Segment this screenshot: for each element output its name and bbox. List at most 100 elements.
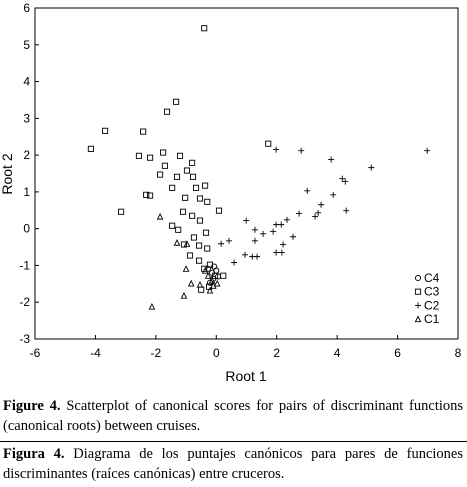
- plot-frame: [34, 7, 459, 340]
- point: [189, 212, 196, 219]
- point: [189, 173, 197, 180]
- point: [169, 222, 176, 229]
- point: [183, 167, 191, 174]
- caption-text: Scatterplot of canonical scores for pair…: [3, 398, 464, 434]
- point: [160, 149, 167, 156]
- point: [283, 216, 290, 223]
- y-tick-label: 6: [23, 1, 30, 15]
- point: [202, 182, 209, 189]
- caption-text: Diagrama de los puntajes canónicos para …: [3, 446, 463, 482]
- point: [201, 265, 208, 272]
- point: [415, 302, 421, 309]
- point: [218, 240, 225, 247]
- point: [173, 173, 181, 180]
- caption-es: Figura 4. Diagrama de los puntajes canón…: [3, 444, 463, 484]
- point: [212, 272, 219, 279]
- point: [208, 276, 216, 284]
- point: [304, 187, 311, 194]
- point: [343, 207, 350, 214]
- point: [179, 208, 187, 215]
- y-tick-label: 5: [23, 38, 30, 52]
- caption-label: Figure 4.: [3, 398, 61, 414]
- point: [175, 226, 182, 233]
- legend-label: C1: [424, 312, 440, 326]
- x-tick-label: 6: [394, 346, 401, 360]
- point: [148, 303, 156, 310]
- point: [211, 263, 218, 270]
- point: [87, 145, 94, 152]
- point: [296, 210, 303, 217]
- point: [318, 201, 325, 208]
- point: [187, 279, 195, 287]
- x-tick-label: -4: [90, 346, 101, 360]
- point: [270, 228, 277, 235]
- point: [251, 237, 258, 244]
- x-axis-label: Root 1: [225, 368, 266, 384]
- point: [206, 286, 214, 294]
- point: [156, 212, 164, 220]
- point: [260, 230, 267, 237]
- point: [140, 128, 147, 135]
- point: [180, 241, 188, 248]
- point: [251, 226, 258, 233]
- point: [176, 152, 184, 159]
- x-tick-label: -2: [151, 346, 162, 360]
- point: [204, 198, 211, 205]
- point: [273, 146, 280, 153]
- x-tick-label: 4: [334, 346, 341, 360]
- caption-en: Figure 4. Scatterplot of canonical score…: [3, 396, 463, 436]
- x-tick-label: 2: [273, 346, 280, 360]
- y-tick-label: -2: [19, 295, 30, 309]
- y-tick-label: 4: [23, 75, 30, 89]
- point: [186, 252, 194, 259]
- point: [173, 98, 180, 105]
- point: [280, 241, 287, 248]
- point: [278, 249, 285, 256]
- point: [312, 213, 319, 220]
- point: [206, 261, 213, 268]
- x-tick-label: 8: [455, 346, 462, 360]
- point: [196, 257, 203, 264]
- point: [147, 192, 154, 199]
- point: [273, 221, 280, 228]
- point: [328, 156, 335, 163]
- x-tick-label: 0: [213, 346, 220, 360]
- point: [163, 108, 171, 115]
- point: [157, 171, 164, 178]
- point: [273, 249, 280, 256]
- point: [368, 164, 375, 171]
- point: [215, 207, 223, 214]
- y-tick-label: 2: [23, 148, 30, 162]
- point: [414, 274, 422, 282]
- point: [414, 288, 422, 295]
- point: [169, 184, 176, 191]
- point: [143, 191, 150, 198]
- point: [204, 245, 211, 252]
- point: [182, 265, 190, 272]
- point: [135, 152, 142, 159]
- point: [290, 233, 297, 240]
- point: [180, 291, 188, 299]
- point: [102, 127, 109, 134]
- point: [190, 234, 197, 241]
- point: [241, 251, 248, 258]
- point: [424, 147, 431, 154]
- point: [220, 272, 227, 279]
- separator: [0, 441, 467, 442]
- legend-label: C4: [424, 271, 440, 285]
- point: [298, 147, 305, 154]
- point: [202, 229, 210, 236]
- point: [315, 209, 322, 216]
- y-tick-label: 3: [23, 111, 30, 125]
- y-tick-label: 0: [23, 222, 30, 236]
- point: [225, 237, 232, 244]
- point: [182, 194, 189, 201]
- x-tick-label: -6: [30, 346, 41, 360]
- point: [201, 266, 209, 274]
- y-tick-label: 1: [23, 185, 30, 199]
- point: [204, 272, 212, 279]
- point: [330, 191, 337, 198]
- caption-label: Figura 4.: [3, 446, 65, 462]
- point: [183, 240, 191, 247]
